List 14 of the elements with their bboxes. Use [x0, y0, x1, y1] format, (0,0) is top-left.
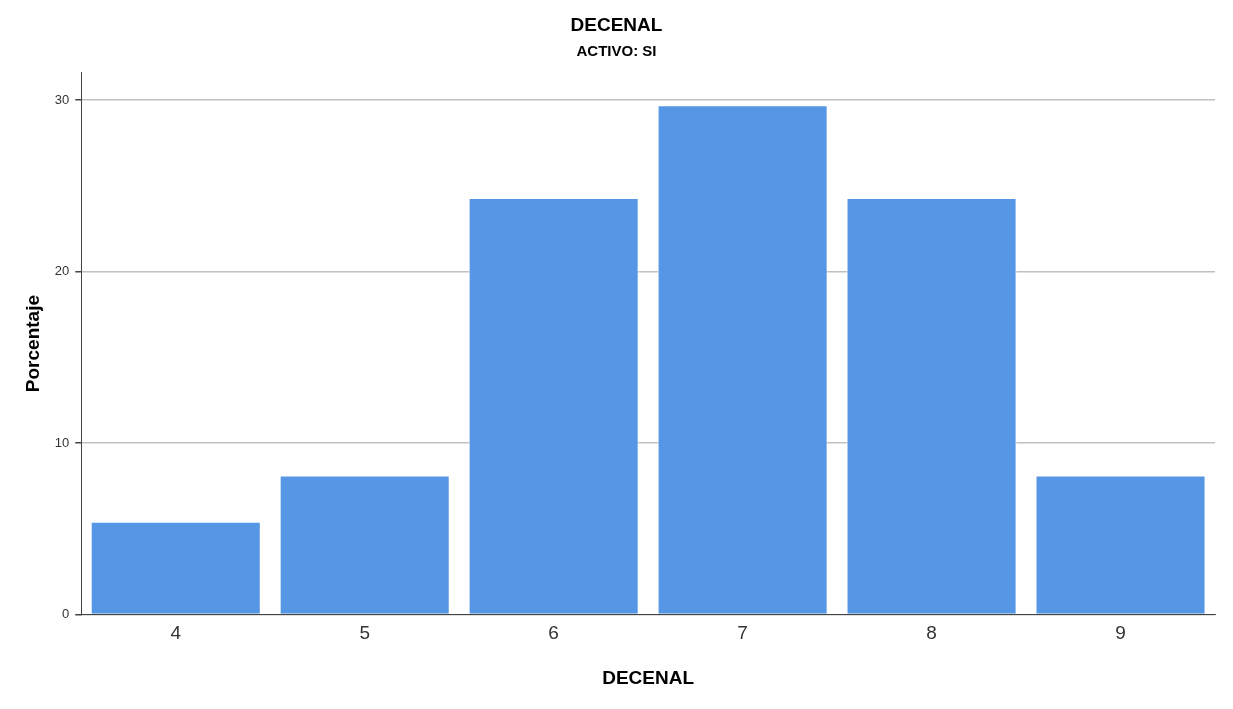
y-tick-label: 30	[54, 91, 70, 107]
y-tick-label: 10	[54, 434, 70, 450]
y-axis-title: Porcentaje	[21, 295, 43, 393]
x-tick-label: 7	[737, 622, 748, 644]
x-tick-label: 4	[170, 622, 182, 644]
chart-subtitle: ACTIVO: SI	[576, 41, 657, 59]
x-axis-title: DECENAL	[602, 666, 695, 688]
x-tick-label: 5	[359, 622, 370, 644]
y-tick-label: 20	[54, 263, 70, 279]
x-tick-label: 8	[926, 622, 937, 644]
chart-title: DECENAL	[570, 13, 663, 35]
y-tick-label: 0	[62, 605, 70, 621]
x-tick-label: 9	[1115, 622, 1126, 644]
x-tick-label: 6	[548, 622, 559, 644]
